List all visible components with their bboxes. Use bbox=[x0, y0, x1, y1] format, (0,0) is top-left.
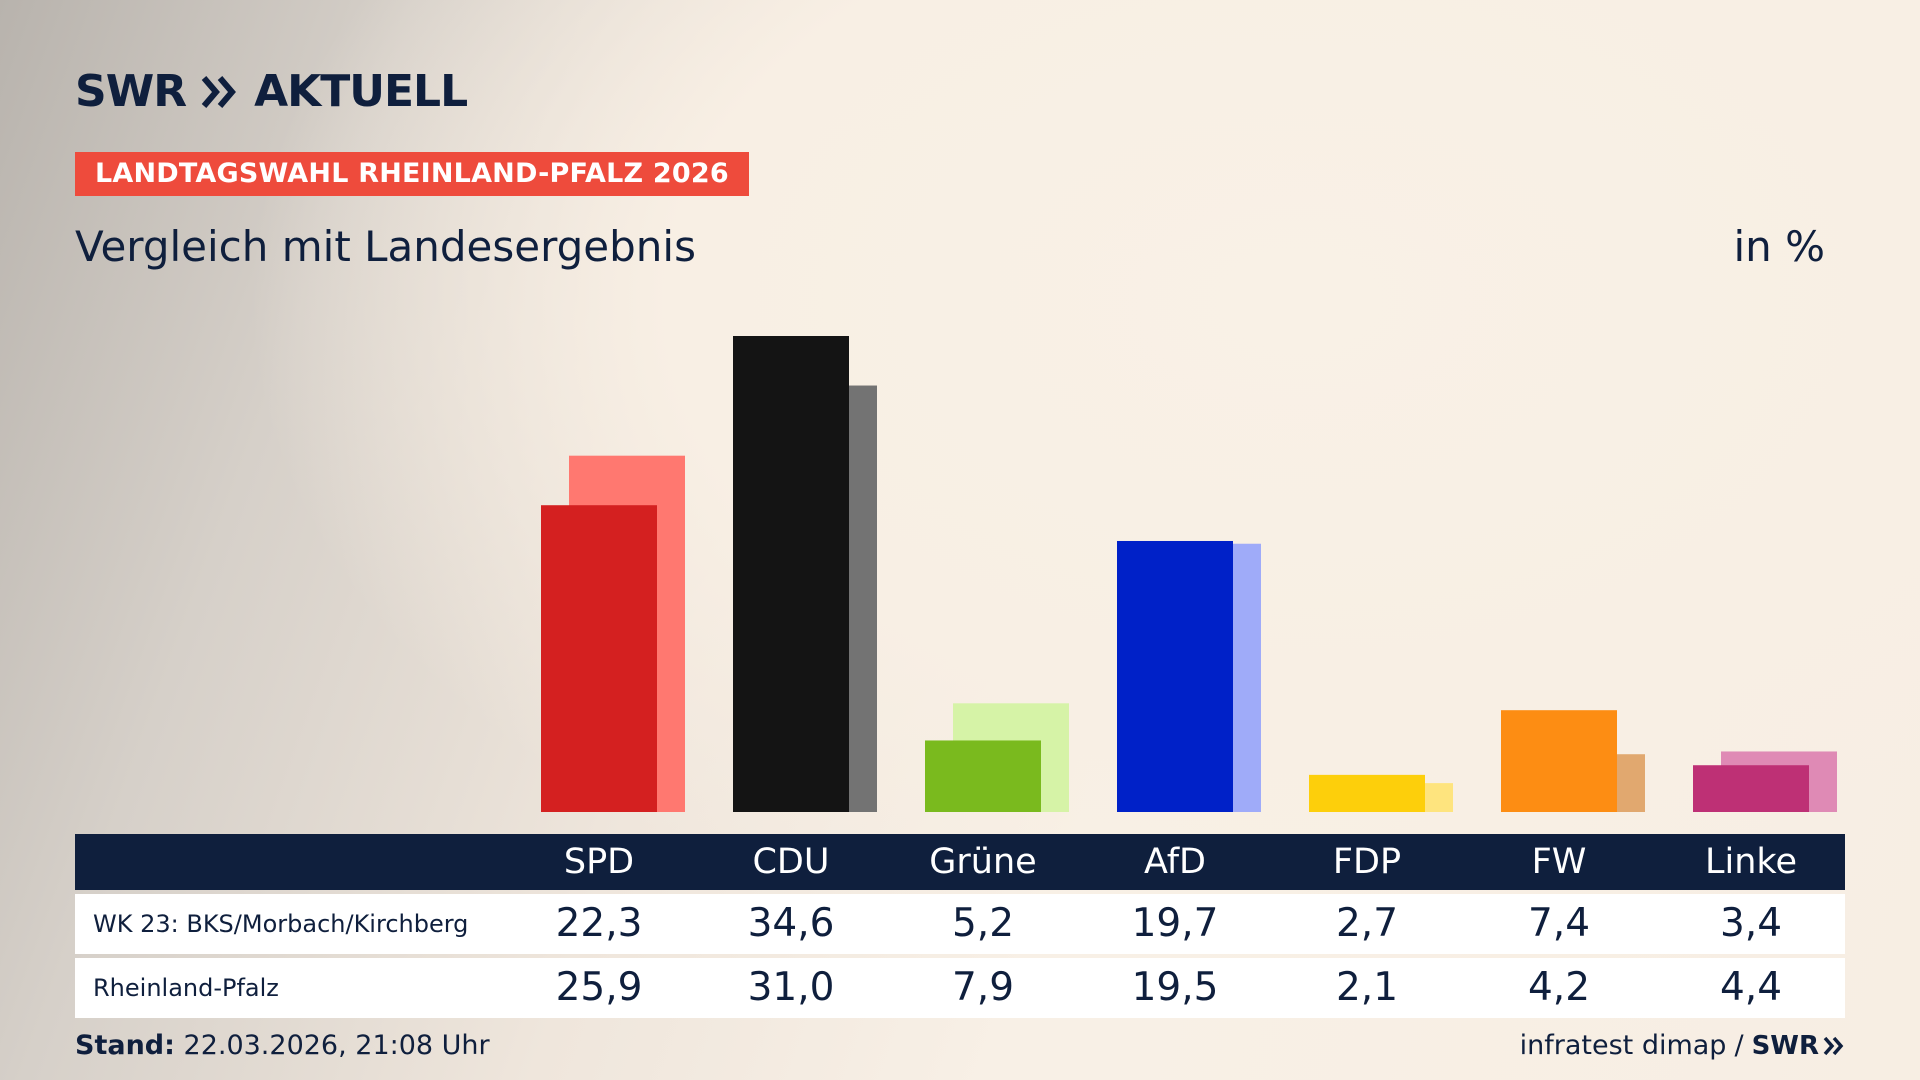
header-fdp: FDP bbox=[1332, 842, 1402, 882]
bar-district-fdp bbox=[1309, 774, 1425, 812]
source-separator: / bbox=[1734, 1030, 1744, 1061]
bar-district-fw bbox=[1501, 710, 1617, 812]
bar-district-spd bbox=[541, 505, 657, 812]
header-spd: SPD bbox=[563, 842, 635, 882]
bar-district-linke bbox=[1693, 765, 1809, 812]
value-grne: 5,2 bbox=[951, 901, 1015, 946]
header-linke: Linke bbox=[1705, 842, 1797, 882]
row-label-state: Rheinland-Pfalz bbox=[93, 974, 279, 1002]
bar-district-cdu bbox=[733, 336, 849, 812]
double-chevron-icon bbox=[201, 75, 237, 108]
value-grne: 7,9 bbox=[951, 965, 1015, 1010]
header-fw: FW bbox=[1531, 842, 1587, 882]
chart-subtitle: Vergleich mit Landesergebnis bbox=[75, 222, 696, 271]
header-grne: Grüne bbox=[929, 842, 1037, 882]
timestamp: Stand: 22.03.2026, 21:08 Uhr bbox=[75, 1030, 490, 1061]
swr-aktuell-logo: SWR AKTUELL bbox=[75, 66, 468, 117]
value-cdu: 31,0 bbox=[747, 965, 835, 1010]
source-name: infratest dimap bbox=[1519, 1030, 1727, 1061]
results-table: SPD CDU Grüne AfD FDP FW Linke WK 23: BKS/Morb… bbox=[75, 834, 1845, 1018]
stand-label: Stand: bbox=[75, 1030, 175, 1061]
table-row-district: WK 23: BKS/Morbach/Kirchberg 22,3 34,6 5,2… bbox=[75, 894, 1845, 954]
bar-district-grne bbox=[925, 740, 1041, 812]
row-label-district: WK 23: BKS/Morbach/Kirchberg bbox=[93, 910, 469, 938]
aktuell-wordmark: AKTUELL bbox=[254, 66, 468, 117]
value-afd: 19,7 bbox=[1131, 901, 1219, 946]
election-kicker: LANDTAGSWAHL RHEINLAND-PFALZ 2026 bbox=[75, 152, 749, 196]
unit-label: in % bbox=[1733, 222, 1825, 271]
source-brand: SWR bbox=[1752, 1031, 1845, 1061]
header-cdu: CDU bbox=[752, 842, 830, 882]
header-afd: AfD bbox=[1144, 842, 1206, 882]
stand-value: 22.03.2026, 21:08 Uhr bbox=[183, 1030, 490, 1061]
value-fdp: 2,7 bbox=[1335, 901, 1399, 946]
value-cdu: 34,6 bbox=[747, 901, 835, 946]
value-fdp: 2,1 bbox=[1335, 965, 1399, 1010]
bar-chart bbox=[541, 336, 1837, 812]
value-fw: 7,4 bbox=[1527, 901, 1591, 946]
value-spd: 25,9 bbox=[555, 965, 643, 1010]
bar-district-afd bbox=[1117, 540, 1233, 812]
table-header: SPD CDU Grüne AfD FDP FW Linke bbox=[75, 834, 1845, 890]
value-fw: 4,2 bbox=[1527, 965, 1591, 1010]
source-credit: infratest dimap / SWR bbox=[1520, 1030, 1845, 1061]
source-brand-text: SWR bbox=[1751, 1030, 1819, 1061]
value-linke: 4,4 bbox=[1719, 965, 1783, 1010]
swr-wordmark: SWR bbox=[75, 66, 187, 117]
value-spd: 22,3 bbox=[555, 901, 643, 946]
value-linke: 3,4 bbox=[1719, 901, 1783, 946]
table-row-state: Rheinland-Pfalz 25,9 31,0 7,9 19,5 2,1 4,2 4,4 bbox=[75, 958, 1845, 1018]
double-chevron-icon-small bbox=[1823, 1036, 1844, 1055]
value-afd: 19,5 bbox=[1131, 965, 1219, 1010]
